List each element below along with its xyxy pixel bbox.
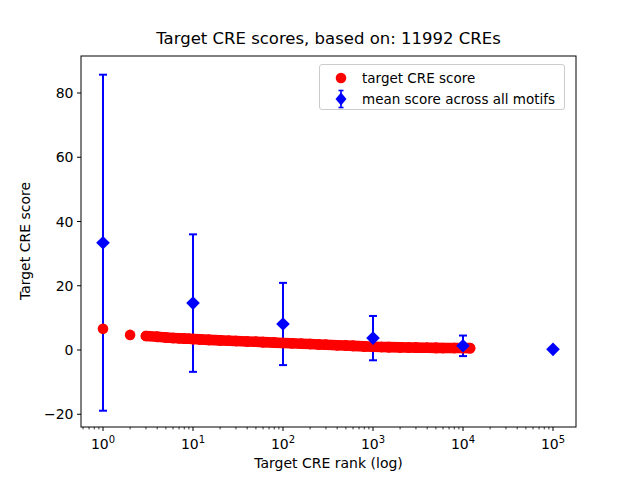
x-tick-label: 104 <box>451 434 475 452</box>
x-tick-label: 102 <box>271 434 295 452</box>
x-tick-label: 100 <box>91 434 115 452</box>
mean-diamond <box>546 343 560 357</box>
legend-item-mean-score: mean score across all motifs <box>320 88 564 109</box>
red-dot <box>411 342 422 353</box>
legend-diamond-errorbar-icon <box>320 89 362 109</box>
x-axis-label: Target CRE rank (log) <box>81 455 576 471</box>
x-tick-label: 105 <box>541 434 565 452</box>
y-tick-label: −20 <box>44 406 74 422</box>
red-dot <box>438 343 449 354</box>
legend-label-mean-score: mean score across all motifs <box>362 91 555 107</box>
chart-title: Target CRE scores, based on: 11992 CREs <box>81 29 576 48</box>
mean-diamond <box>96 236 110 250</box>
y-tick-label: 60 <box>56 149 74 165</box>
y-tick-label: 40 <box>56 214 74 230</box>
legend: target CRE score mean score across all m… <box>319 64 565 110</box>
x-tick-label: 101 <box>181 434 205 452</box>
legend-circle-marker-icon <box>320 71 362 85</box>
red-dot <box>98 323 109 334</box>
y-axis-label: Target CRE score <box>17 182 33 300</box>
legend-label-target-cre-score: target CRE score <box>362 70 475 86</box>
red-dot <box>204 335 215 346</box>
target-score-layer <box>98 323 476 353</box>
red-dot <box>231 336 242 347</box>
plot-frame <box>81 56 576 427</box>
mean-diamond <box>186 296 200 310</box>
legend-item-target-cre-score: target CRE score <box>320 67 564 88</box>
axes-layer: −20 0 20 40 60 80 <box>44 56 576 431</box>
red-dot <box>141 331 152 342</box>
y-tick-label: 0 <box>65 342 74 358</box>
red-dot <box>125 330 136 341</box>
red-dot <box>384 342 395 353</box>
x-tick-label: 103 <box>361 434 385 452</box>
y-tick-label: 80 <box>56 85 74 101</box>
figure: −20 0 20 40 60 80 Target CRE scores, based on… <box>0 0 640 480</box>
red-dot <box>348 341 359 352</box>
mean-diamond <box>276 317 290 331</box>
error-bars-layer <box>99 75 557 411</box>
red-dot <box>321 339 332 350</box>
y-tick-label: 20 <box>56 278 74 294</box>
red-dot <box>258 337 269 348</box>
red-dot <box>286 338 297 349</box>
